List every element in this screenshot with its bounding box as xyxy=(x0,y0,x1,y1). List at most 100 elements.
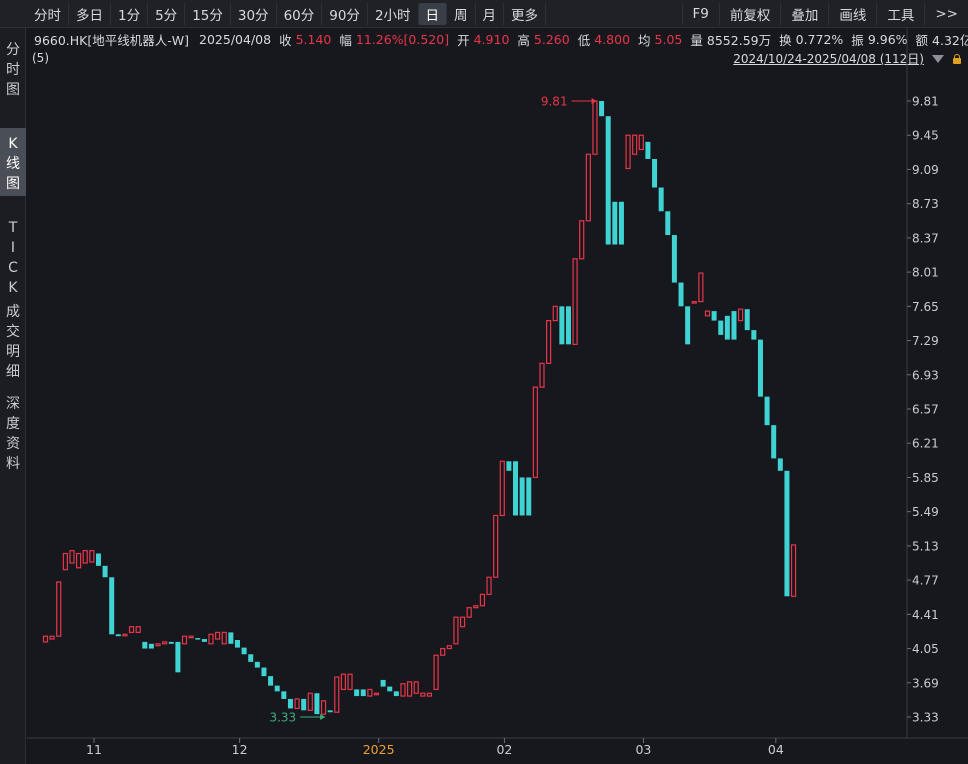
avg-value: 5.05 xyxy=(654,31,683,47)
candle-up xyxy=(592,100,598,155)
candle-up xyxy=(155,643,161,647)
y-tick-label: 7.65 xyxy=(912,300,939,314)
candle-up xyxy=(737,308,744,322)
high-value: 5.260 xyxy=(533,31,570,47)
annotation-label: 9.81 xyxy=(541,95,568,109)
x-tick-label: 11 xyxy=(86,742,102,757)
high-label: 高 xyxy=(517,32,530,48)
y-tick-label: 3.69 xyxy=(912,676,939,690)
side-tab-4[interactable]: 深度资料 xyxy=(0,392,26,476)
candle-down xyxy=(234,640,240,648)
candle-up xyxy=(790,544,797,597)
period-tab-8[interactable]: 2小时 xyxy=(368,3,419,25)
open-value: 4.910 xyxy=(473,31,510,47)
toolbar-tools: F9 前复权 叠加 画线 工具 >> xyxy=(681,0,968,27)
candle-down xyxy=(526,477,532,516)
candle-down xyxy=(281,691,287,699)
candle-up xyxy=(56,581,62,637)
side-tab-char: C xyxy=(8,260,18,276)
annotation-label: 3.33 xyxy=(269,711,296,725)
candle-up xyxy=(307,692,313,711)
candle-up xyxy=(407,681,413,697)
side-tab-char: K xyxy=(8,136,18,152)
side-tab-char: 时 xyxy=(6,62,20,78)
y-tick-label: 6.93 xyxy=(912,368,939,382)
candle-up xyxy=(62,552,68,571)
period-tab-7[interactable]: 90分 xyxy=(322,3,368,25)
period-tab-0[interactable]: 分时 xyxy=(27,3,69,25)
candle-down xyxy=(327,710,333,713)
candle-up xyxy=(486,576,492,595)
candle-up xyxy=(698,272,704,303)
candle-down xyxy=(248,654,254,662)
date-range-text[interactable]: 2024/10/24-2025/04/08 (112日) xyxy=(733,52,924,66)
candle-down xyxy=(605,116,611,245)
candle-down xyxy=(201,639,207,642)
side-tab-char: 资 xyxy=(6,436,20,452)
x-tick-label: 04 xyxy=(768,742,784,757)
period-tab-11[interactable]: 月 xyxy=(476,3,505,25)
dropdown-triangle-icon[interactable] xyxy=(932,54,944,63)
candle-up xyxy=(69,550,75,564)
candle-down xyxy=(142,641,148,649)
period-tab-5[interactable]: 30分 xyxy=(231,3,277,25)
period-tab-9[interactable]: 日 xyxy=(418,3,448,25)
candle-down xyxy=(711,311,717,321)
side-tab-0[interactable]: 分时图 xyxy=(0,38,26,108)
candle-up xyxy=(75,552,82,569)
side-tab-char: 线 xyxy=(6,156,20,172)
y-tick-label: 6.21 xyxy=(912,437,939,451)
side-tab-char: 度 xyxy=(6,416,20,432)
y-tick-label: 5.85 xyxy=(912,471,939,485)
candle-up xyxy=(479,593,486,607)
lock-icon[interactable] xyxy=(952,53,962,64)
amount-value: 4.32亿 xyxy=(932,32,968,48)
candle-up xyxy=(181,635,188,645)
period-tab-3[interactable]: 5分 xyxy=(148,3,186,25)
candle-up xyxy=(188,635,194,639)
candle-up xyxy=(135,626,141,633)
close-label: 收 xyxy=(279,32,292,48)
candle-up xyxy=(625,134,631,170)
candle-down xyxy=(652,158,658,188)
period-tabs: 分时 多日 1分 5分 15分 30分 60分 90分 2小时日周月更多 xyxy=(0,0,547,27)
change-label: 幅 xyxy=(339,32,352,48)
candle-down xyxy=(618,201,624,245)
candle-down xyxy=(109,577,115,635)
period-tab-2[interactable]: 1分 xyxy=(111,3,149,25)
candle-up xyxy=(215,631,221,640)
y-tick-label: 9.45 xyxy=(912,129,939,143)
tool-button-2[interactable]: 叠加 xyxy=(780,3,828,25)
tool-button-1[interactable]: 前复权 xyxy=(718,3,781,25)
candle-down xyxy=(261,667,267,677)
tool-button-5[interactable]: >> xyxy=(924,3,968,25)
y-tick-label: 5.49 xyxy=(912,505,939,519)
candle-up xyxy=(122,633,128,637)
period-tab-10[interactable]: 周 xyxy=(447,3,476,25)
candle-down xyxy=(645,141,651,159)
candle-down xyxy=(115,634,121,637)
y-tick-label: 5.13 xyxy=(912,539,939,553)
tool-button-4[interactable]: 工具 xyxy=(876,3,924,25)
tool-button-3[interactable]: 画线 xyxy=(828,3,876,25)
candle-down xyxy=(731,311,737,340)
candle-up xyxy=(493,514,499,578)
period-tab-1[interactable]: 多日 xyxy=(69,3,111,25)
side-tab-char: 分 xyxy=(6,42,20,58)
candle-up xyxy=(638,134,644,151)
candle-down xyxy=(195,638,201,640)
candle-up xyxy=(420,692,426,697)
y-tick-label: 7.29 xyxy=(912,334,939,348)
period-tab-4[interactable]: 15分 xyxy=(185,3,231,25)
turnover-value: 0.772% xyxy=(795,31,844,47)
period-tab-12[interactable]: 更多 xyxy=(504,3,547,25)
candle-down xyxy=(506,461,512,471)
low-label: 低 xyxy=(577,32,591,48)
side-tab-3[interactable]: 成交明细 xyxy=(0,300,26,384)
candle-down xyxy=(665,211,671,236)
period-tab-6[interactable]: 60分 xyxy=(277,3,323,25)
tool-button-0[interactable]: F9 xyxy=(681,3,719,25)
